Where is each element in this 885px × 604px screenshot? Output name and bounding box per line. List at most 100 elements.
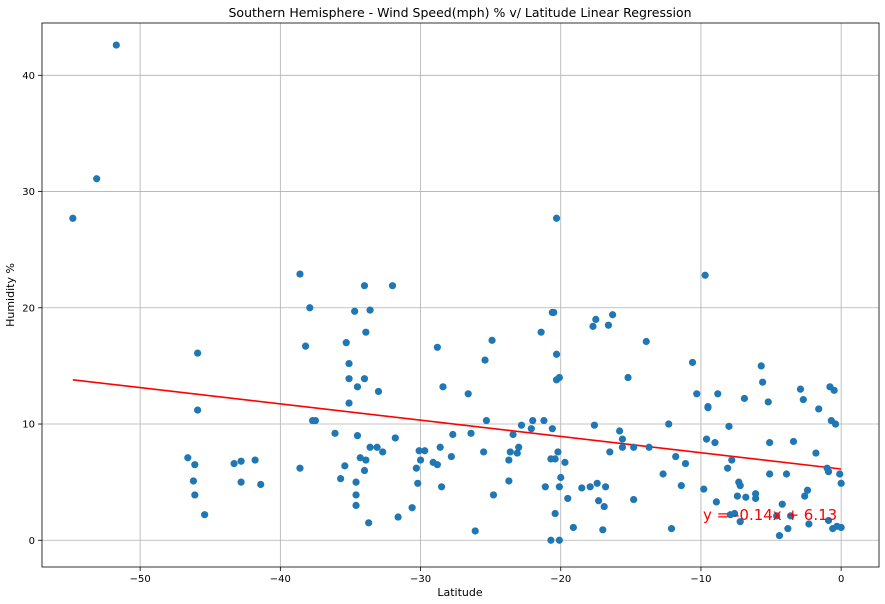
data-point xyxy=(421,447,429,455)
data-point xyxy=(352,491,360,499)
data-point xyxy=(331,429,339,437)
data-point xyxy=(569,523,577,532)
data-point xyxy=(353,383,362,391)
data-point xyxy=(764,398,772,406)
x-axis-ticks: −50 −40 −30 −20 −10 0 xyxy=(130,567,844,585)
data-point xyxy=(624,373,632,382)
data-point xyxy=(257,480,265,489)
data-point xyxy=(723,464,732,472)
data-point xyxy=(360,375,369,383)
data-point xyxy=(773,512,781,520)
data-point xyxy=(449,430,457,439)
data-point xyxy=(606,448,614,456)
y-tick-label: 0 xyxy=(29,536,35,547)
data-point xyxy=(557,473,565,482)
data-point xyxy=(191,461,199,469)
data-point xyxy=(488,336,496,344)
data-point xyxy=(775,532,784,540)
data-point xyxy=(464,390,472,398)
data-point xyxy=(752,490,760,498)
data-point xyxy=(815,405,823,413)
x-tick-label: −40 xyxy=(270,574,291,585)
data-point xyxy=(230,459,238,468)
data-point xyxy=(537,328,545,336)
data-point xyxy=(296,464,304,472)
data-point xyxy=(555,373,563,382)
data-point xyxy=(416,456,425,464)
data-point xyxy=(360,282,369,290)
data-point xyxy=(365,519,373,527)
data-point xyxy=(379,448,387,456)
y-axis-ticks: 0 10 20 30 40 xyxy=(22,71,42,547)
data-point xyxy=(702,435,711,443)
data-point xyxy=(801,492,809,500)
data-point xyxy=(704,404,712,412)
regression-line-group xyxy=(72,379,842,470)
data-point xyxy=(712,498,720,506)
data-point xyxy=(609,311,617,319)
data-point xyxy=(436,443,444,451)
data-point xyxy=(191,491,199,499)
data-point xyxy=(352,478,360,486)
data-point xyxy=(618,435,627,443)
data-point xyxy=(831,420,840,428)
data-point xyxy=(547,536,555,544)
data-point xyxy=(730,509,739,518)
data-point xyxy=(306,304,314,312)
data-point xyxy=(467,429,475,437)
data-point xyxy=(803,486,812,494)
data-point xyxy=(688,358,697,367)
data-point xyxy=(194,349,202,357)
data-point xyxy=(789,437,798,446)
x-tick-label: −20 xyxy=(550,574,571,585)
data-point xyxy=(251,456,259,464)
data-point xyxy=(471,527,479,535)
y-tick-label: 40 xyxy=(22,71,35,82)
data-point xyxy=(112,41,120,49)
data-point xyxy=(672,452,680,461)
data-point xyxy=(439,383,447,391)
data-point xyxy=(515,443,523,451)
data-point xyxy=(714,390,722,398)
data-point xyxy=(759,378,767,386)
data-point xyxy=(351,307,359,315)
data-point xyxy=(366,443,374,451)
data-point xyxy=(837,523,845,532)
data-point xyxy=(366,306,374,314)
data-point xyxy=(830,386,838,394)
data-point xyxy=(550,308,558,317)
x-tick-label: 0 xyxy=(838,574,844,585)
data-point xyxy=(296,270,304,278)
data-point xyxy=(93,175,101,183)
data-point xyxy=(552,350,561,358)
data-point xyxy=(548,425,556,433)
data-point xyxy=(592,315,600,324)
data-point xyxy=(555,483,563,491)
data-point xyxy=(837,479,845,487)
data-point xyxy=(388,282,397,290)
data-point xyxy=(481,356,489,364)
data-point xyxy=(618,443,627,451)
y-tick-label: 30 xyxy=(22,187,35,198)
data-point xyxy=(415,447,423,455)
data-point xyxy=(728,456,736,464)
data-point xyxy=(433,343,441,351)
data-point xyxy=(345,399,353,407)
data-point xyxy=(693,390,701,398)
data-point xyxy=(665,420,673,428)
data-point xyxy=(345,375,353,383)
data-point xyxy=(517,421,526,429)
data-point xyxy=(645,443,653,451)
data-point xyxy=(782,470,791,478)
data-point xyxy=(69,214,77,222)
data-point xyxy=(513,449,521,457)
data-point xyxy=(433,461,441,469)
data-point xyxy=(677,482,685,490)
data-point xyxy=(201,511,209,519)
data-point xyxy=(630,443,638,451)
data-point xyxy=(600,502,608,511)
data-point xyxy=(237,457,245,465)
data-point xyxy=(742,493,750,501)
data-point xyxy=(736,518,744,526)
data-point xyxy=(529,416,537,425)
